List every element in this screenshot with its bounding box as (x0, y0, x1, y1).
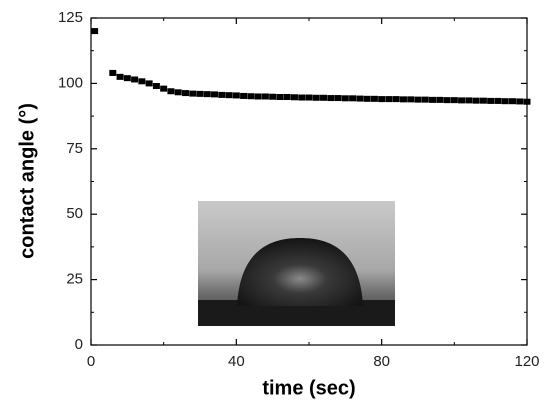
point (196, 90, 204, 97)
point (392, 96, 400, 103)
point (298, 94, 306, 101)
x-tick-label: 0 (87, 353, 95, 370)
point (211, 91, 219, 98)
point (516, 98, 524, 105)
point (312, 94, 320, 101)
point (443, 97, 451, 104)
point (341, 95, 349, 102)
point (181, 90, 189, 97)
point (494, 97, 502, 104)
point (269, 93, 277, 100)
point (407, 96, 415, 103)
point (479, 97, 487, 104)
y-tick-label: 0 (75, 336, 83, 353)
y-tick-label: 25 (66, 271, 83, 288)
point (320, 94, 328, 101)
y-tick-label: 125 (58, 9, 83, 26)
y-axis-title: contact angle (°) (16, 103, 38, 259)
point (91, 28, 99, 35)
point (218, 91, 226, 98)
point (421, 96, 429, 103)
point (254, 93, 262, 100)
point (349, 95, 357, 102)
point (370, 95, 378, 102)
point (472, 97, 480, 104)
point (501, 98, 509, 105)
point (160, 85, 168, 92)
point (174, 89, 182, 96)
point (378, 96, 386, 103)
point (414, 96, 422, 103)
inset-photo (198, 201, 395, 326)
point (363, 95, 371, 102)
point (327, 95, 335, 102)
point (138, 78, 146, 85)
point (458, 97, 466, 104)
x-axis-title: time (sec) (262, 377, 355, 399)
point (334, 95, 342, 102)
x-tick-label: 120 (514, 353, 539, 370)
point (225, 92, 233, 99)
x-tick-label: 40 (228, 353, 245, 370)
point (283, 94, 291, 101)
point (131, 76, 139, 83)
x-tick-label: 80 (373, 353, 390, 370)
point (508, 98, 516, 105)
point (399, 96, 407, 103)
point (487, 97, 495, 104)
point (152, 83, 160, 90)
point (261, 93, 269, 100)
point (523, 98, 531, 105)
point (167, 88, 175, 95)
point (356, 95, 364, 102)
point (385, 96, 393, 103)
point (465, 97, 473, 104)
point (240, 92, 248, 99)
point (123, 75, 131, 82)
point (305, 94, 313, 101)
point (116, 73, 124, 80)
point (450, 97, 458, 104)
point (232, 92, 240, 99)
y-tick-label: 50 (66, 205, 83, 222)
point (203, 91, 211, 98)
point (276, 94, 284, 101)
point (290, 94, 298, 101)
y-tick-label: 100 (58, 74, 83, 91)
point (109, 69, 117, 76)
point (436, 96, 444, 103)
point (145, 80, 153, 87)
point (429, 96, 437, 103)
point (247, 93, 255, 100)
y-tick-label: 75 (66, 140, 83, 157)
point (189, 90, 197, 97)
